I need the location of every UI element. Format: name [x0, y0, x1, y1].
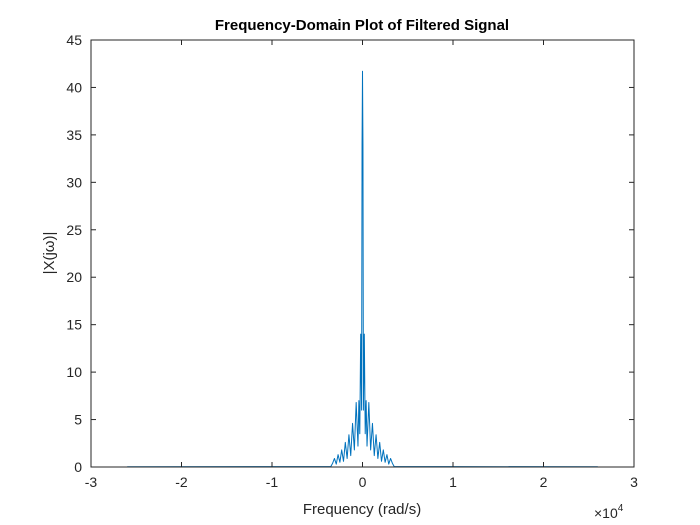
- y-tick-label: 5: [74, 412, 82, 428]
- x-tick-label: -1: [266, 474, 279, 490]
- x-tick-label: 2: [540, 474, 548, 490]
- y-tick-label: 0: [74, 459, 82, 475]
- x-tick-label: 0: [359, 474, 367, 490]
- x-tick-label: 1: [449, 474, 457, 490]
- x-axis: -3 -2 -1 0 1 2 3: [85, 40, 638, 490]
- y-axis-label: |X(jω)|: [41, 232, 58, 275]
- x-axis-multiplier-exponent: 4: [618, 503, 624, 514]
- y-tick-label: 10: [66, 364, 82, 380]
- x-tick-label: 3: [630, 474, 638, 490]
- x-tick-label: -2: [175, 474, 188, 490]
- x-tick-label: -3: [85, 474, 98, 490]
- chart-title: Frequency-Domain Plot of Filtered Signal: [215, 17, 509, 34]
- y-axis: 0 5 10 15 20 25 30 35 40 45: [66, 32, 634, 475]
- y-tick-label: 20: [66, 269, 82, 285]
- y-tick-label: 40: [66, 79, 82, 95]
- x-axis-label: Frequency (rad/s): [303, 501, 421, 518]
- y-tick-label: 30: [66, 174, 82, 190]
- x-axis-multiplier-base: ×10: [594, 505, 618, 521]
- series-line: [127, 70, 598, 468]
- y-tick-label: 15: [66, 317, 82, 333]
- x-axis-multiplier: ×104: [594, 503, 624, 521]
- y-tick-label: 35: [66, 127, 82, 143]
- y-tick-label: 25: [66, 222, 82, 238]
- y-tick-label: 45: [66, 32, 82, 48]
- series-layer: [127, 70, 598, 468]
